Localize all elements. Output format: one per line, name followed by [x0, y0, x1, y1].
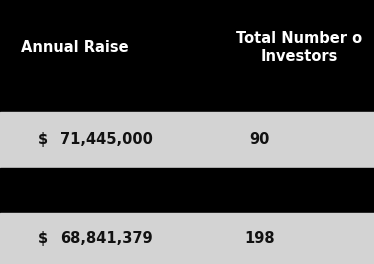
- Text: 90: 90: [250, 133, 270, 147]
- Text: Total Number o
Investors: Total Number o Investors: [236, 31, 362, 64]
- Text: 71,445,000: 71,445,000: [60, 133, 153, 147]
- Bar: [0, 168, 374, 213]
- Text: 68,841,379: 68,841,379: [60, 231, 153, 246]
- Bar: [0, 112, 374, 168]
- Bar: [0, 213, 374, 264]
- Text: $: $: [38, 133, 48, 147]
- Text: $: $: [38, 231, 48, 246]
- Text: 198: 198: [245, 231, 275, 246]
- Text: Annual Raise: Annual Raise: [21, 40, 129, 55]
